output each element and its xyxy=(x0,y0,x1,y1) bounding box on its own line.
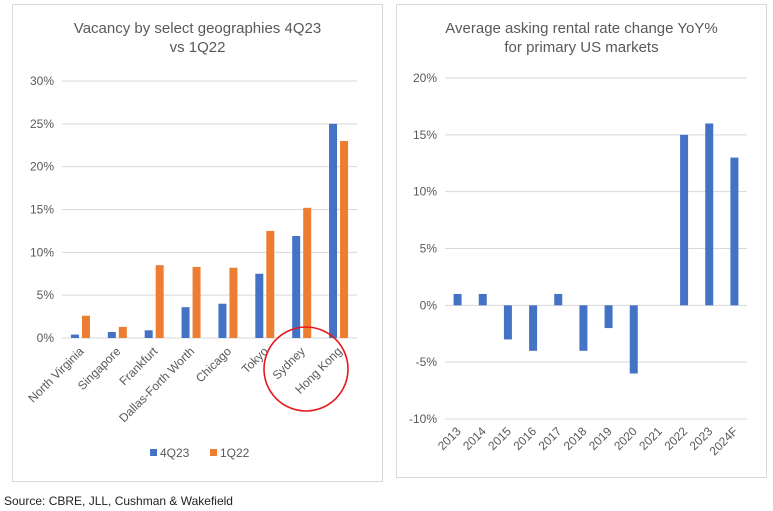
bar xyxy=(529,305,538,351)
bar xyxy=(107,332,116,338)
legend-swatch xyxy=(210,449,217,456)
y-tick-label: 15% xyxy=(413,128,437,142)
x-tick-label: 2021 xyxy=(636,424,665,453)
x-tick-label: Chicago xyxy=(193,344,234,385)
title-line: for primary US markets xyxy=(504,39,659,56)
y-tick-label: 30% xyxy=(30,74,54,88)
vacancy-chart-panel: Vacancy by select geographies 4Q23 vs 1Q… xyxy=(12,4,383,482)
title-line: Average asking rental rate change YoY% xyxy=(445,20,718,37)
legend-swatch xyxy=(150,449,157,456)
bar xyxy=(218,303,227,338)
bar xyxy=(503,305,512,340)
x-tick-label: North Virginia xyxy=(25,344,86,405)
y-tick-label: -10% xyxy=(409,412,437,426)
bar xyxy=(579,305,588,351)
bar xyxy=(192,266,201,338)
rental-rate-chart-panel: Average asking rental rate change YoY% f… xyxy=(396,4,767,478)
bar xyxy=(453,293,462,306)
bar xyxy=(266,230,275,338)
x-tick-label: 2014 xyxy=(460,424,489,453)
bar xyxy=(255,273,264,338)
y-tick-label: 15% xyxy=(30,203,54,217)
bar xyxy=(680,134,689,306)
bar xyxy=(629,305,638,374)
y-tick-label: 25% xyxy=(30,117,54,131)
x-tick-label: 2019 xyxy=(586,424,615,453)
bar xyxy=(229,267,238,338)
x-tick-label: 2018 xyxy=(561,424,590,453)
x-tick-label: 2015 xyxy=(485,424,514,453)
x-tick-label: Tokyo xyxy=(239,344,271,376)
bar xyxy=(329,123,338,338)
bar xyxy=(155,265,164,338)
x-tick-label: 2020 xyxy=(611,424,640,453)
bar xyxy=(144,330,153,338)
bar xyxy=(705,123,714,306)
y-tick-label: 5% xyxy=(420,242,438,256)
chart-title: Vacancy by select geographies 4Q23 vs 1Q… xyxy=(13,19,382,57)
bar xyxy=(181,307,190,338)
source-note: Source: CBRE, JLL, Cushman & Wakefield xyxy=(4,494,233,508)
y-tick-label: 10% xyxy=(413,185,437,199)
highlight-circle xyxy=(263,326,349,412)
y-tick-label: -5% xyxy=(416,355,438,369)
y-tick-label: 5% xyxy=(37,288,55,302)
title-line: vs 1Q22 xyxy=(169,39,226,56)
bar xyxy=(478,293,487,306)
y-tick-label: 20% xyxy=(413,71,437,85)
bar xyxy=(340,140,349,338)
x-tick-label: 2013 xyxy=(435,424,464,453)
bar xyxy=(554,293,563,306)
legend-label: 4Q23 xyxy=(160,446,190,460)
y-tick-label: 0% xyxy=(420,298,438,312)
bar xyxy=(81,315,90,338)
bar xyxy=(292,236,301,338)
y-tick-label: 20% xyxy=(30,160,54,174)
x-tick-label: 2017 xyxy=(536,424,565,453)
x-tick-label: 2022 xyxy=(661,424,690,453)
y-tick-label: 0% xyxy=(37,331,55,345)
chart-title: Average asking rental rate change YoY% f… xyxy=(397,19,766,57)
bar xyxy=(604,305,613,329)
y-tick-label: 10% xyxy=(30,245,54,259)
bar xyxy=(70,334,79,338)
bar xyxy=(730,157,739,306)
bar xyxy=(118,326,127,338)
x-tick-label: 2016 xyxy=(510,424,539,453)
legend-label: 1Q22 xyxy=(220,446,250,460)
title-line: Vacancy by select geographies 4Q23 xyxy=(73,20,322,37)
x-tick-label: 2024F xyxy=(707,424,741,458)
bar xyxy=(303,207,312,338)
